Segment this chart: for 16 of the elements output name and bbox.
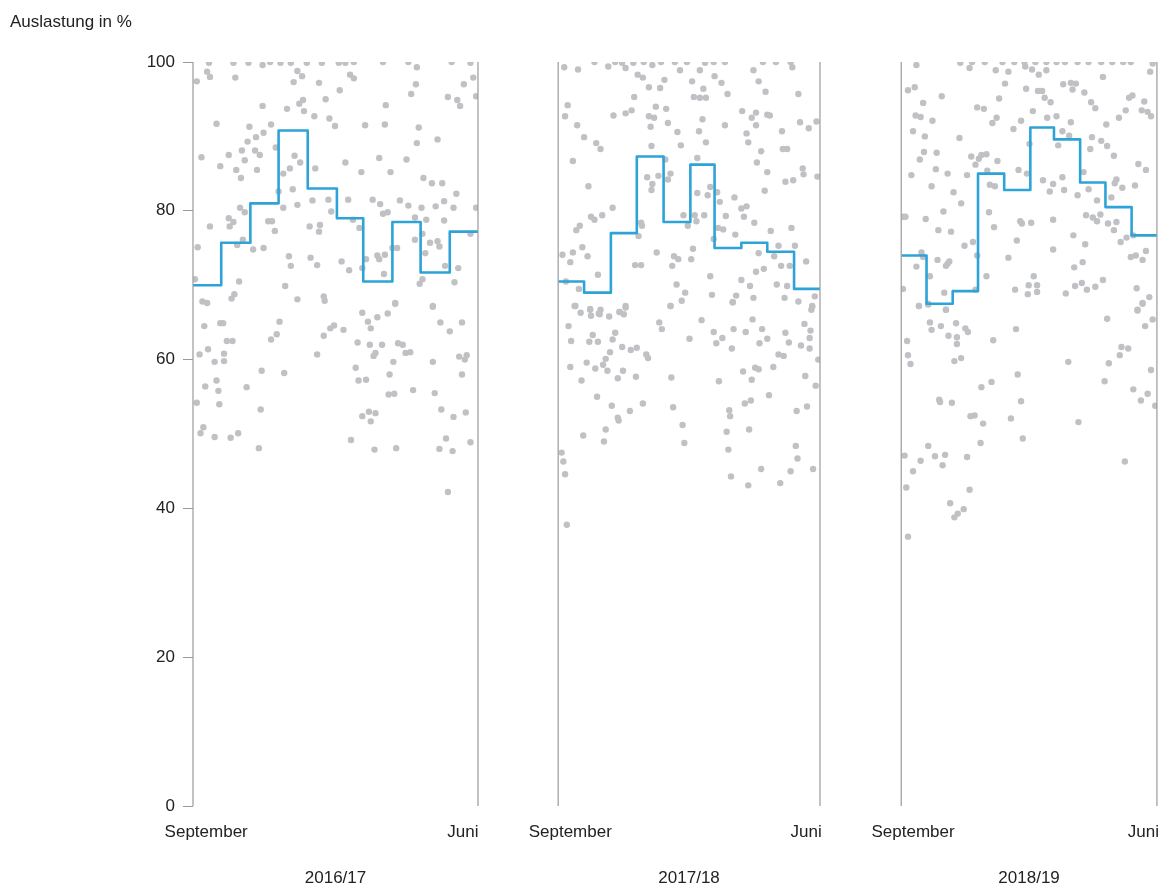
x-axis-title: 2017/18 [658,868,720,888]
y-tick-label: 100 [146,51,175,71]
x-tick-label: Juni [447,821,479,841]
y-tick-label: 60 [156,349,175,369]
x-tick-label: September [528,821,613,841]
x-axis-title: 2018/19 [998,868,1060,888]
x-axis-title: 2016/17 [304,868,367,888]
y-tick-label: 40 [156,498,175,518]
x-tick-label: Juni [790,821,822,841]
y-tick-label: 20 [156,646,175,666]
x-tick-label: September [164,821,249,841]
x-tick-label: September [871,821,955,841]
y-tick-label: 80 [156,200,175,220]
x-tick-label: Juni [1127,821,1160,841]
y-tick-label: 0 [165,795,175,815]
y-axis-title: Auslastung in % [10,11,132,31]
